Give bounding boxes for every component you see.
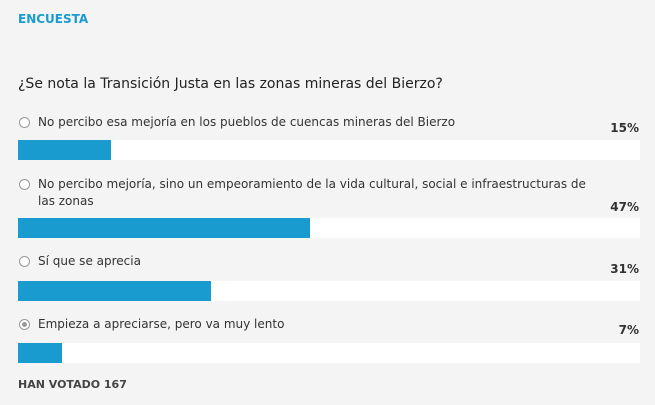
radio-button[interactable] (19, 117, 30, 128)
poll-question: ¿Se nota la Transición Justa en las zona… (18, 76, 443, 92)
bar-track (18, 140, 640, 160)
result-bar (18, 343, 62, 363)
bar-track (18, 218, 640, 238)
result-bar (18, 140, 112, 160)
vote-count: HAN VOTADO 167 (18, 378, 127, 391)
radio-button[interactable] (19, 256, 30, 267)
radio-button[interactable] (19, 319, 30, 330)
option-percent: 31% (610, 262, 639, 276)
option-label[interactable]: Sí que se aprecia (38, 254, 141, 268)
bar-track (18, 343, 640, 363)
option-percent: 15% (610, 121, 639, 135)
option-label[interactable]: No percibo mejoría, sino un empeoramient… (38, 177, 586, 208)
option-percent: 7% (618, 323, 639, 337)
option-percent: 47% (610, 200, 639, 214)
radio-dot (22, 322, 27, 327)
result-bar (18, 218, 311, 238)
option-label[interactable]: No percibo esa mejoría en los pueblos de… (38, 115, 456, 129)
result-bar (18, 281, 211, 301)
bar-track (18, 281, 640, 301)
poll-title: ENCUESTA (18, 12, 89, 26)
radio-button[interactable] (19, 179, 30, 190)
option-label[interactable]: Empieza a apreciarse, pero va muy lento (38, 317, 285, 331)
